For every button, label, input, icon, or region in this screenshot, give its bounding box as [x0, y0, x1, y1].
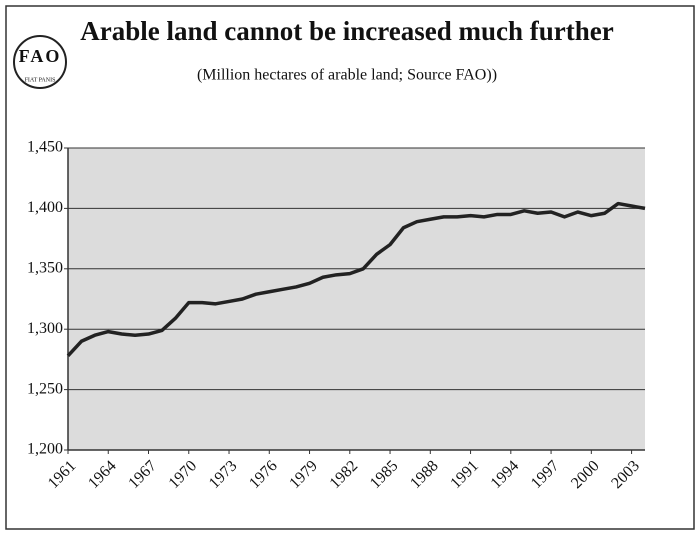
x-tick-label: 1985	[367, 457, 402, 492]
x-tick-label: 1997	[528, 457, 563, 492]
x-tick-label: 1982	[327, 457, 362, 492]
logo: FAO FIAT PANIS	[13, 35, 67, 89]
x-tick-label: 1973	[206, 457, 241, 492]
x-tick-label: 1991	[447, 457, 482, 492]
y-tick-label: 1,400	[27, 199, 63, 216]
y-tick-label: 1,250	[27, 380, 63, 397]
y-tick-label: 1,450	[27, 139, 63, 156]
data-line	[66, 201, 646, 357]
x-tick-label: 1994	[488, 457, 523, 492]
logo-motto: FIAT PANIS	[25, 77, 56, 83]
plot-area	[68, 148, 645, 450]
frame	[5, 5, 695, 530]
chart-title: Arable land cannot be increased much fur…	[80, 16, 614, 46]
y-tick-label: 1,350	[27, 259, 63, 276]
x-tick-label: 1988	[407, 457, 442, 492]
x-tick-label: 1967	[125, 457, 160, 492]
logo-circle	[13, 35, 67, 89]
x-tick-label: 2000	[568, 457, 603, 492]
logo-text: FAO	[19, 46, 62, 66]
x-tick-label: 1970	[166, 457, 201, 492]
x-tick-label: 2003	[608, 457, 643, 492]
y-tick-label: 1,300	[27, 320, 63, 337]
x-tick-label: 1976	[246, 457, 281, 492]
x-tick-label: 1961	[45, 457, 80, 492]
x-tick-label: 1979	[286, 457, 321, 492]
y-tick-label: 1,200	[27, 441, 63, 458]
chart-subtitle: (Million hectares of arable land; Source…	[197, 67, 497, 84]
x-tick-label: 1964	[85, 457, 120, 492]
